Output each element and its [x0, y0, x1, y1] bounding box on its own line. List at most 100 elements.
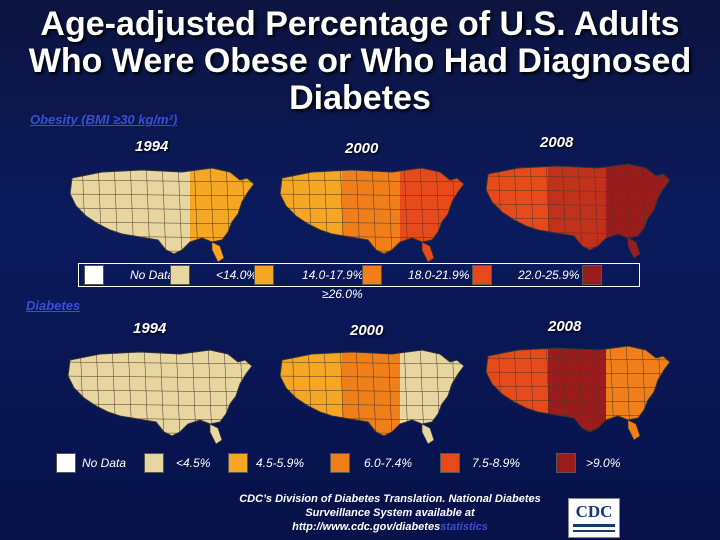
state-border-line — [258, 158, 262, 258]
obesity-section-label: Obesity (BMI ≥30 kg/m²) — [30, 112, 178, 127]
state-border-line — [486, 357, 670, 361]
obesity-year-2008: 2008 — [540, 134, 574, 151]
state-border-line — [70, 249, 254, 253]
state-border-line — [68, 375, 252, 379]
map-region-1 — [548, 346, 606, 432]
obesity-legend-3: 18.0-21.9% — [408, 268, 470, 282]
florida-shape — [209, 423, 223, 445]
state-border-line — [468, 158, 472, 258]
florida-shape — [421, 423, 435, 445]
state-border-line — [161, 168, 167, 254]
map-region-2 — [606, 346, 670, 432]
footer-line-3: http://www.cdc.gov/diabetesstatistics — [215, 520, 565, 534]
obesity-legend-swatch-1 — [170, 265, 190, 285]
map-region-2 — [606, 164, 670, 250]
florida-shape — [421, 241, 435, 263]
state-border-line — [387, 350, 393, 436]
state-border-line — [280, 361, 464, 365]
diabetes-legend-nodata: No Data — [82, 456, 127, 470]
diabetes-legend-5: >9.0% — [586, 456, 621, 470]
obesity-legend-box — [78, 263, 640, 287]
state-border-line — [486, 175, 670, 179]
obesity-legend-swatch-2 — [254, 265, 274, 285]
diabetes-legend-swatch-4 — [440, 453, 460, 473]
diabetes-legend-swatch-1 — [144, 453, 164, 473]
state-border-line — [593, 164, 599, 250]
obesity-legend-swatch-nodata — [84, 265, 104, 285]
diabetes-legend-swatch-2 — [228, 453, 248, 473]
state-border-line — [280, 249, 464, 253]
obesity-legend-nodata: No Data — [130, 268, 175, 282]
state-border-line — [674, 336, 678, 436]
state-border-line — [486, 371, 670, 375]
footer-url[interactable]: http://www.cdc.gov/diabetes — [292, 521, 441, 533]
diabetes-map-2000 — [279, 349, 465, 445]
map-region-1 — [342, 350, 400, 436]
diabetes-legend-1: <4.5% — [176, 456, 211, 470]
footer-line-1: CDC’s Division of Diabetes Translation. … — [239, 493, 541, 505]
state-border-line — [68, 431, 252, 435]
obesity-year-1994: 1994 — [135, 138, 169, 155]
state-border-line — [577, 164, 583, 250]
obesity-map-2008 — [485, 163, 671, 259]
diabetes-year-2000: 2000 — [350, 322, 384, 339]
obesity-legend-5: ≥26.0% — [322, 287, 363, 301]
state-border-line — [280, 375, 464, 379]
state-border-line — [577, 346, 583, 432]
state-border-line — [657, 346, 663, 432]
obesity-legend-2: 14.0-17.9% — [302, 268, 364, 282]
state-border-line — [451, 168, 457, 254]
diabetes-legend-swatch-nodata — [56, 453, 76, 473]
state-border-line — [593, 346, 599, 432]
state-border-line — [70, 193, 254, 197]
state-border-line — [486, 245, 670, 249]
state-border-line — [280, 389, 464, 393]
diabetes-legend-4: 7.5-8.9% — [472, 456, 521, 470]
map-region-1 — [342, 168, 400, 254]
state-border-line — [657, 164, 663, 250]
footer-line-2: Surveillance System available at — [305, 507, 475, 519]
diabetes-year-1994: 1994 — [133, 320, 167, 337]
obesity-map-1994 — [69, 158, 262, 263]
page-title: Age-adjusted Percentage of U.S. Adults W… — [28, 5, 692, 117]
obesity-map-2000 — [279, 158, 472, 263]
cdc-logo-text: CDC — [575, 502, 613, 521]
map-region-1 — [130, 350, 188, 436]
map-region-2 — [190, 168, 254, 254]
state-border-line — [256, 340, 260, 440]
diabetes-legend-2: 4.5-5.9% — [256, 456, 305, 470]
state-border-line — [70, 207, 254, 211]
state-border-line — [451, 350, 457, 436]
state-border-line — [177, 168, 183, 254]
obesity-year-2000: 2000 — [345, 140, 379, 157]
map-region-2 — [188, 350, 252, 436]
state-border-line — [280, 431, 464, 435]
diabetes-map-1994 — [67, 340, 260, 445]
map-region-1 — [548, 164, 606, 250]
obesity-legend-swatch-4 — [472, 265, 492, 285]
state-border-line — [68, 361, 252, 365]
state-border-line — [280, 193, 464, 197]
footer-url-highlight[interactable]: statistics — [440, 521, 488, 533]
diabetes-year-2008: 2008 — [548, 318, 582, 335]
florida-shape — [627, 419, 641, 441]
obesity-legend-swatch-5 — [582, 265, 602, 285]
diabetes-legend-3: 6.0-7.4% — [364, 456, 413, 470]
state-border-line — [70, 179, 254, 183]
cdc-logo-bar — [573, 524, 615, 527]
diabetes-legend-swatch-3 — [330, 453, 350, 473]
cdc-logo-bar-2 — [573, 530, 615, 532]
state-border-line — [68, 389, 252, 393]
state-border-line — [486, 385, 670, 389]
state-border-line — [239, 350, 245, 436]
source-footer: CDC’s Division of Diabetes Translation. … — [215, 492, 565, 534]
state-border-line — [280, 207, 464, 211]
state-border-line — [387, 168, 393, 254]
obesity-legend-swatch-3 — [362, 265, 382, 285]
diabetes-legend-swatch-5 — [556, 453, 576, 473]
florida-shape — [627, 237, 641, 259]
state-border-line — [175, 350, 181, 436]
state-border-line — [486, 427, 670, 431]
obesity-legend-4: 22.0-25.9% — [518, 268, 580, 282]
map-region-2 — [400, 168, 464, 254]
